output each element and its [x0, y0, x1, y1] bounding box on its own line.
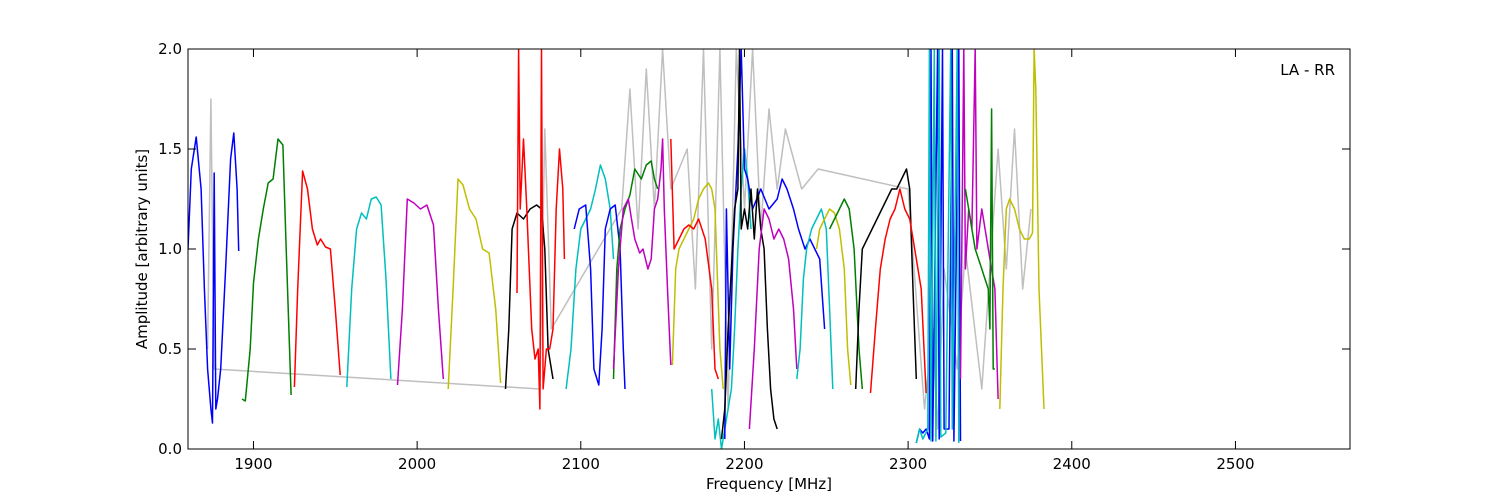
series-line [869, 188, 927, 394]
series-line [915, 49, 962, 444]
plot-annotation: LA - RR [1280, 61, 1335, 79]
x-tick-label: 1900 [234, 455, 272, 473]
series-line [516, 49, 566, 410]
x-axis-label: Frequency [MHz] [706, 475, 832, 493]
series-line [346, 196, 392, 388]
series-line [854, 168, 918, 390]
x-tick-label: 2100 [562, 455, 600, 473]
series-line [565, 164, 615, 390]
y-tick-label: 2.0 [158, 40, 182, 58]
series-line [241, 138, 292, 402]
series-line [188, 132, 240, 424]
y-tick-label: 0.0 [158, 440, 182, 458]
y-tick-label: 0.5 [158, 340, 182, 358]
series-line [670, 138, 720, 380]
y-tick-label: 1.5 [158, 140, 182, 158]
series-line [612, 138, 672, 370]
y-tick-label: 1.0 [158, 240, 182, 258]
x-tick-label: 2400 [1053, 455, 1091, 473]
x-tick-label: 2300 [889, 455, 927, 473]
plot-data-layer [188, 49, 1045, 449]
series-line [612, 160, 659, 380]
y-axis-label: Amplitude [arbitrary units] [133, 149, 151, 349]
series-line [999, 49, 1045, 410]
series-line [915, 49, 960, 444]
x-tick-label: 2500 [1216, 455, 1254, 473]
series-line [720, 49, 778, 440]
series-line [815, 208, 852, 386]
x-tick-label: 2000 [398, 455, 436, 473]
series-line [293, 170, 341, 388]
series-line [504, 204, 554, 390]
series-line [447, 178, 502, 390]
series-line [796, 208, 834, 390]
series-line [396, 198, 445, 386]
series-line [748, 208, 798, 430]
x-tick-label: 2200 [725, 455, 763, 473]
series-line [671, 182, 724, 390]
axis-ticks: 1900 2000 2100 2200 2300 2400 2500 0.0 0.5 1.0 1.5… [158, 40, 1350, 473]
series-line [964, 108, 995, 370]
